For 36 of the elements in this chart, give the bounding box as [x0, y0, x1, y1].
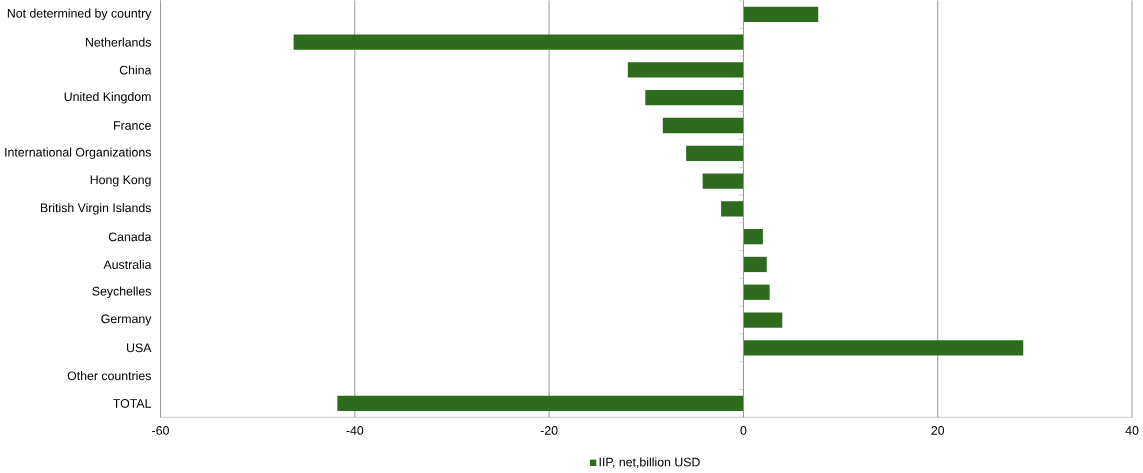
y-tick-label: Other countries [67, 371, 151, 381]
bar [743, 229, 763, 245]
y-tick-label: USA [127, 343, 152, 353]
bar [743, 284, 770, 301]
x-tick-label: 0 [740, 426, 747, 436]
bar [293, 34, 744, 50]
x-tick-label: 40 [1125, 426, 1139, 436]
bar [686, 145, 744, 162]
y-tick-label: Germany [101, 314, 152, 326]
y-tick-label: Netherlands [85, 37, 151, 47]
bar [662, 118, 744, 134]
y-tick-label: British Virgin Islands [41, 203, 151, 215]
y-tick-label: Seychelles [92, 286, 151, 299]
y-tick-label: France [114, 121, 151, 130]
y-tick-label: Australia [103, 260, 152, 270]
y-tick-label: TOTAL [113, 399, 152, 408]
bar [645, 90, 744, 106]
y-tick-label: Hong Kong [90, 175, 151, 187]
x-tick-label: -40 [346, 426, 364, 436]
x-tick-label: 20 [931, 426, 945, 436]
y-tick-label: Not determined by country [7, 8, 152, 21]
bar [721, 201, 744, 217]
bar [743, 340, 1024, 356]
y-tick-label: China [119, 65, 152, 75]
y-tick-label: International Organizations [5, 147, 151, 160]
x-tick-label: -60 [152, 426, 169, 436]
y-tick-label: Canada [108, 232, 152, 242]
bar [743, 6, 819, 23]
bar [743, 312, 783, 328]
legend-label: IIP, net,billion USD [599, 457, 700, 469]
bar [627, 62, 744, 78]
bar [743, 256, 767, 273]
bar [337, 395, 744, 412]
bar [702, 173, 744, 189]
y-tick-label: United Kingdom [64, 92, 151, 104]
x-tick-label: -20 [540, 426, 558, 436]
